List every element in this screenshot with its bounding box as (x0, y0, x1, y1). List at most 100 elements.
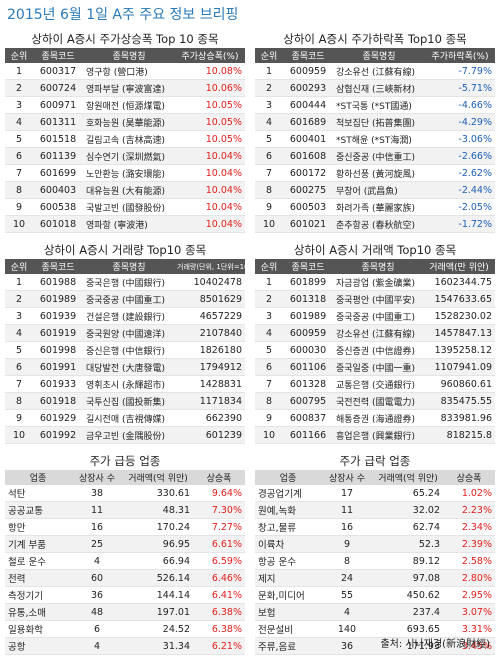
table-row: 9 601929 길시전매 (吉視傳媒) 662390 (5, 409, 245, 427)
table-cell: 24.52 (123, 620, 193, 638)
table-cell: 96.95 (123, 535, 193, 553)
header-cell: 종목명칭 (83, 259, 175, 274)
table-cell: 중신은행 (中信銀行) (83, 341, 175, 359)
table-row: 주류,음료 36 171.93 3.45% (255, 637, 495, 655)
table-title: 상하이 A증시 거래량 Top10 종목 (43, 243, 207, 257)
table-cell: 측정기기 (5, 586, 71, 604)
table-cell: -3.06% (425, 130, 495, 148)
table-cell: 항원매전 (恒源煤電) (83, 96, 175, 114)
table-cell: 8 (5, 181, 33, 199)
table-cell: 중국중공 (中國重工) (333, 307, 423, 325)
table-cell: 2.39% (443, 535, 495, 553)
table-row: 8 600275 무창어 (武昌魚) -2.44% (255, 181, 495, 199)
table-cell: 601021 (283, 215, 333, 233)
table-row: 2 600724 영파부달 (寧波富達) 10.06% (5, 79, 245, 97)
table-cell: 601699 (33, 164, 83, 182)
table-cell: 330.61 (123, 485, 193, 502)
table-cell: 호화능원 (昊華能源) (83, 113, 175, 131)
table-cell: 화려가족 (華麗家族) (333, 198, 425, 216)
table-block: 상하이 A증시 거래액 Top10 종목 순위 종목코드 종목명칭 거래액(만 위안) 1… (255, 241, 495, 444)
table-title: 상하이 A증시 주가상승폭 Top 10 종목 (31, 32, 219, 46)
header-cell: 거래량(단위, 1단위=100주) (175, 259, 245, 274)
table-cell: 4 (5, 324, 33, 342)
table-cell: 662390 (175, 409, 245, 427)
header-cell: 거래액(억 위안) (373, 470, 443, 485)
table-row: 공항 4 31.34 6.21% (5, 637, 245, 655)
table-cell: 601988 (33, 274, 83, 291)
table-row: 6 601139 심수연기 (深圳燃氣) 10.04% (5, 147, 245, 165)
table-row: 전력 60 526.14 6.46% (5, 569, 245, 587)
table-cell: 600401 (283, 130, 333, 148)
header-cell: 업종 (255, 470, 321, 485)
table-cell: 2 (5, 290, 33, 308)
table-row: 9 600503 화려가족 (華麗家族) -2.05% (255, 198, 495, 216)
table-cell: 4 (255, 324, 283, 342)
table-cell: 심수연기 (深圳燃氣) (83, 147, 175, 165)
table-cell: 601328 (283, 375, 333, 393)
header-cell: 종목코드 (33, 259, 83, 274)
header-cell: 순위 (5, 259, 33, 274)
table-row: 1 600959 강소유선 (江蘇有線) -7.79% (255, 63, 495, 80)
data-table: 업종 상장사 수 거래액(억 위안) 상승폭 석탄 38 330.61 9.64% 공공교통 11… (5, 470, 245, 655)
table-cell: 보험 (255, 603, 321, 621)
table-cell: 10.04% (175, 181, 245, 199)
page-title: 2015년 6월 1일 A주 주요 정보 브리핑 (7, 7, 239, 23)
table-cell: 2107840 (175, 324, 245, 342)
table-cell: 10 (5, 215, 33, 233)
data-table: 순위 종목코드 종목명칭 주가상승폭(%) 1 600317 영구항 (營口港) 10.08%… (5, 48, 245, 233)
header-cell: 상장사 수 (71, 470, 123, 485)
table-row: 7 601933 영휘초시 (永輝超市) 1428831 (5, 375, 245, 393)
table-cell: 이륙차 (255, 535, 321, 553)
table-cell: 8501629 (175, 290, 245, 308)
table-cell: 중국중공 (中國重工) (83, 290, 175, 308)
table-cell: 601991 (33, 358, 83, 376)
table-cell: 2.80% (443, 569, 495, 587)
table-cell: -4.66% (425, 96, 495, 114)
table-cell: 171.93 (373, 637, 443, 655)
table-cell: -5.71% (425, 79, 495, 97)
table-cell: 7 (255, 375, 283, 393)
table-row: 6 601106 중국일중 (中國一重) 1107941.09 (255, 358, 495, 376)
data-table: 업종 상장사 수 거래액(억 위안) 상승폭 경공업기계 17 65.24 1.02% 원예,녹… (255, 470, 495, 655)
table-cell: 600172 (283, 164, 333, 182)
table-cell: 10.05% (175, 130, 245, 148)
table-cell: 3 (5, 96, 33, 114)
table-cell: 자금광업 (紫金礦業) (333, 274, 423, 291)
table-cell: -2.05% (425, 198, 495, 216)
table-row: 6 601991 대당발전 (大唐發電) 1794912 (5, 358, 245, 376)
table-head: 순위 종목코드 종목명칭 주가하락폭(%) (255, 48, 495, 63)
table-cell: 140 (321, 620, 373, 638)
table-cell: 10.04% (175, 164, 245, 182)
table-row: 유통,소매 48 197.01 6.38% (5, 603, 245, 621)
table-cell: 601139 (33, 147, 83, 165)
table-row: 원예,녹화 11 32.02 2.23% (255, 501, 495, 519)
table-cell: 601689 (283, 113, 333, 131)
table-cell: 89.12 (373, 552, 443, 570)
data-table: 순위 종목코드 종목명칭 거래액(만 위안) 1 601899 자금광업 (紫金礦業) 160… (255, 259, 495, 444)
table-row: 8 601918 국투신집 (國投新集) 1171834 (5, 392, 245, 410)
header-cell: 상승폭 (193, 470, 245, 485)
table-cell: -2.66% (425, 147, 495, 165)
header-cell: 종목코드 (283, 259, 333, 274)
table-cell: 황하선풍 (黃河旋風) (333, 164, 425, 182)
table-cell: 8 (255, 181, 283, 199)
table-cell: 1528230.02 (423, 307, 495, 325)
table-body: 경공업기계 17 65.24 1.02% 원예,녹화 11 32.02 2.23% 창고,물류 1… (255, 485, 495, 655)
table-cell: 62.74 (373, 518, 443, 536)
table-cell: 818215.8 (423, 426, 495, 444)
table-row: 보험 4 237.4 3.07% (255, 603, 495, 621)
table-cell: 9.64% (193, 485, 245, 502)
table-row: 7 600172 황하선풍 (黃河旋風) -2.62% (255, 164, 495, 182)
header-cell: 종목코드 (283, 48, 333, 63)
table-cell: 강소유선 (江蘇有線) (333, 63, 425, 80)
table-head: 순위 종목코드 종목명칭 주가상승폭(%) (5, 48, 245, 63)
table-row: 경공업기계 17 65.24 1.02% (255, 485, 495, 502)
table-cell: 금우고빈 (金隅股份) (83, 426, 175, 444)
table-cell: 1428831 (175, 375, 245, 393)
table-row: 2 601318 중국평안 (中國平安) 1547633.65 (255, 290, 495, 308)
table-cell: 유통,소매 (5, 603, 71, 621)
table-cell: 601989 (283, 307, 333, 325)
table-cell: 197.01 (123, 603, 193, 621)
table-cell: 600444 (283, 96, 333, 114)
table-cell: 6.61% (193, 535, 245, 553)
